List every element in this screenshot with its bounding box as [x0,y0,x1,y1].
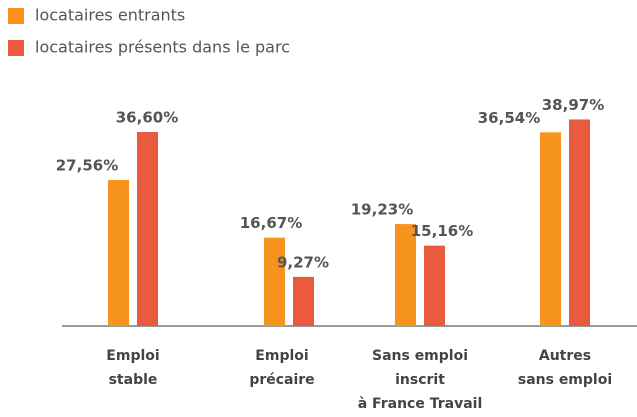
bar [137,132,158,326]
value-label: 36,54% [478,109,540,127]
value-label: 38,97% [542,96,604,114]
bar [424,245,445,326]
legend-label: locataires entrants [35,6,185,25]
value-label: 19,23% [351,201,413,219]
value-label: 27,56% [56,156,118,174]
legend-swatch [8,40,24,56]
bar [395,224,416,326]
value-label: 15,16% [411,222,473,240]
bar [264,237,285,326]
legend-label: locataires présents dans le parc [35,38,290,57]
x-tick-label: Autres [539,348,591,364]
value-label: 36,60% [116,109,178,127]
x-tick-label: Emploi [106,348,159,364]
value-label: 16,67% [240,214,302,232]
x-tick-label: Emploi [255,348,308,364]
legend-swatch [8,8,24,24]
x-tick-label: stable [109,372,158,388]
bar [108,179,129,326]
x-tick-label: inscrit [395,372,445,388]
bar [540,132,561,326]
value-label: 9,27% [277,253,329,271]
bar [569,119,590,326]
x-tick-label: précaire [249,372,314,388]
x-tick-label: sans emploi [518,372,612,388]
x-tick-label: Sans emploi [372,348,468,364]
bar [293,276,314,326]
x-tick-label: à France Travail [358,396,483,412]
